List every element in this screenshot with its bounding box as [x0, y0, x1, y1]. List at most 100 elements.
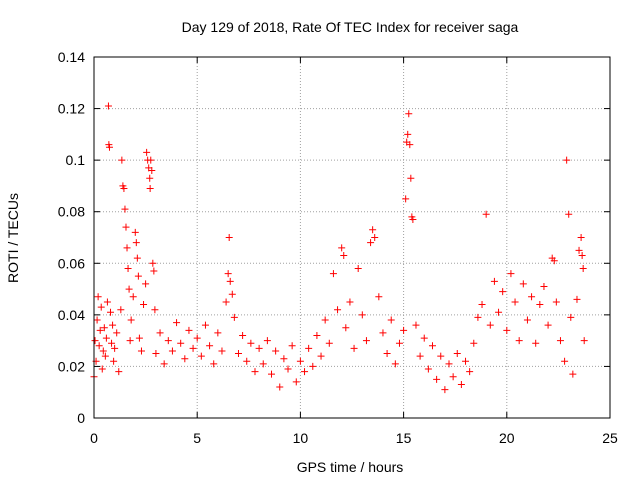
- data-point: [117, 306, 125, 314]
- data-point: [93, 316, 101, 324]
- data-point: [137, 347, 145, 355]
- data-point: [218, 347, 226, 355]
- data-point: [580, 337, 588, 345]
- data-point: [437, 352, 445, 360]
- data-point: [301, 368, 309, 376]
- data-point: [152, 350, 160, 358]
- data-point: [375, 293, 383, 301]
- data-point: [156, 329, 164, 337]
- y-tick-label: 0.1: [66, 152, 86, 168]
- data-point: [276, 383, 284, 391]
- data-point: [193, 334, 201, 342]
- data-point: [405, 110, 413, 118]
- data-point: [350, 344, 358, 352]
- data-point: [346, 298, 354, 306]
- data-point: [433, 375, 441, 383]
- data-point: [197, 352, 205, 360]
- data-point: [91, 337, 99, 345]
- data-point: [579, 264, 587, 272]
- data-point: [101, 352, 109, 360]
- x-axis-label: GPS time / hours: [297, 459, 404, 475]
- data-point: [95, 342, 103, 350]
- data-point: [325, 339, 333, 347]
- data-point: [519, 280, 527, 288]
- data-point: [402, 195, 410, 203]
- data-point: [131, 228, 139, 236]
- data-point: [561, 357, 569, 365]
- data-point: [511, 298, 519, 306]
- data-point: [340, 252, 348, 260]
- data-point: [113, 329, 121, 337]
- data-point: [528, 293, 536, 301]
- data-point: [470, 339, 478, 347]
- axes: [93, 56, 611, 419]
- data-point: [371, 234, 379, 241]
- data-point: [321, 316, 329, 324]
- data-point: [342, 324, 350, 332]
- x-tick-label: 0: [90, 430, 98, 446]
- data-point: [358, 311, 366, 319]
- data-point: [251, 368, 259, 376]
- data-point: [247, 339, 255, 347]
- data-point: [96, 326, 104, 334]
- data-point: [100, 324, 108, 332]
- y-tick-label: 0.02: [58, 358, 85, 374]
- data-point: [395, 339, 403, 347]
- data-point: [201, 321, 209, 329]
- data-point: [94, 293, 102, 301]
- data-point: [98, 365, 106, 373]
- y-tick-label: 0: [77, 410, 85, 426]
- data-point: [143, 148, 151, 156]
- data-point: [142, 280, 150, 288]
- data-point: [404, 130, 412, 138]
- data-point: [578, 252, 586, 260]
- data-point: [420, 334, 428, 342]
- data-point: [457, 380, 465, 388]
- y-tick-label: 0.14: [58, 49, 85, 65]
- data-point: [309, 362, 317, 370]
- data-point: [126, 337, 134, 345]
- y-tick-label: 0.04: [58, 307, 85, 323]
- data-point: [532, 339, 540, 347]
- data-point: [445, 360, 453, 368]
- data-point: [122, 223, 130, 231]
- data-point: [407, 174, 415, 182]
- data-point: [132, 239, 140, 247]
- data-point: [490, 277, 498, 285]
- data-point: [234, 350, 242, 358]
- data-point: [552, 298, 560, 306]
- grid: [94, 57, 610, 418]
- data-point: [412, 321, 420, 329]
- data-point: [123, 244, 131, 252]
- data-point: [416, 352, 424, 360]
- data-point: [272, 347, 280, 355]
- x-tick-label: 10: [293, 430, 309, 446]
- data-point: [206, 342, 214, 350]
- data-point: [149, 259, 157, 267]
- data-point: [134, 272, 142, 280]
- data-point: [230, 313, 238, 321]
- data-point: [127, 316, 135, 324]
- data-point: [226, 277, 234, 285]
- data-point: [379, 329, 387, 337]
- data-point: [565, 210, 573, 218]
- data-point: [507, 270, 515, 278]
- data-point: [369, 226, 377, 234]
- data-point: [495, 308, 503, 316]
- data-point: [284, 365, 292, 373]
- data-point: [135, 334, 143, 342]
- y-axis-label: ROTI / TECUs: [5, 193, 21, 283]
- data-points: [90, 102, 588, 394]
- data-point: [296, 357, 304, 365]
- data-point: [462, 357, 470, 365]
- data-point: [334, 306, 342, 314]
- data-point: [292, 378, 300, 386]
- data-point: [97, 303, 105, 311]
- data-point: [406, 141, 414, 149]
- data-point: [120, 185, 128, 193]
- x-tick-label: 25: [602, 430, 618, 446]
- data-point: [107, 308, 115, 316]
- data-point: [544, 321, 552, 329]
- data-point: [140, 301, 148, 309]
- data-point: [239, 331, 247, 339]
